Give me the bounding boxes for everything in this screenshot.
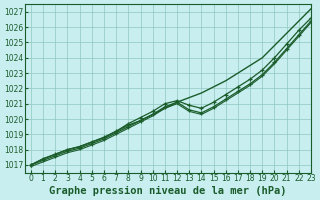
X-axis label: Graphe pression niveau de la mer (hPa): Graphe pression niveau de la mer (hPa) xyxy=(49,186,287,196)
